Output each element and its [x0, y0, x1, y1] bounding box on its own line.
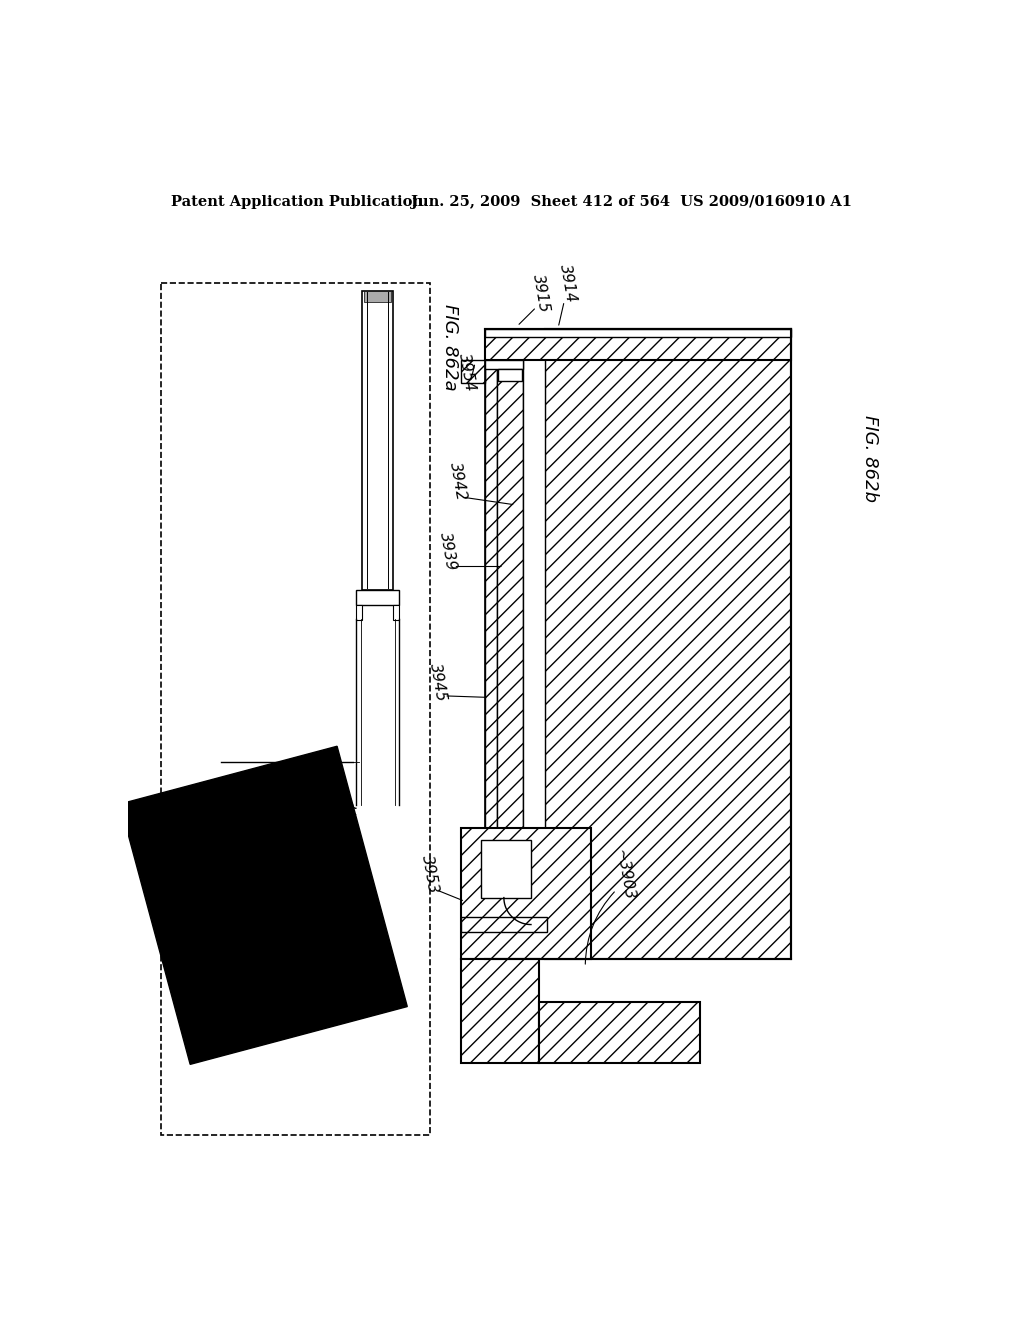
Bar — [480, 840, 531, 898]
Bar — [365, 290, 391, 302]
Bar — [356, 605, 362, 620]
Bar — [497, 330, 523, 829]
Bar — [539, 1002, 700, 1063]
Text: Patent Application Publication: Patent Application Publication — [171, 195, 423, 210]
Bar — [207, 792, 221, 799]
Polygon shape — [120, 746, 408, 1064]
Text: 3914: 3914 — [557, 263, 579, 304]
Text: 3953: 3953 — [420, 854, 441, 895]
Text: FIG. 862b: FIG. 862b — [861, 416, 880, 502]
Text: 3945: 3945 — [427, 661, 449, 702]
Bar — [356, 590, 399, 605]
Bar — [461, 917, 547, 932]
Text: Jun. 25, 2009  Sheet 412 of 564  US 2009/0160910 A1: Jun. 25, 2009 Sheet 412 of 564 US 2009/0… — [411, 195, 852, 210]
Bar — [461, 960, 539, 1063]
Text: 3942: 3942 — [446, 461, 468, 503]
Text: FIG. 862a: FIG. 862a — [440, 304, 459, 391]
Text: 3954: 3954 — [456, 352, 477, 393]
Bar — [362, 290, 393, 590]
Text: 3956: 3956 — [243, 774, 285, 791]
Text: ~3903: ~3903 — [612, 847, 636, 902]
Bar — [161, 284, 430, 1135]
Bar — [484, 330, 791, 360]
Text: 3939: 3939 — [436, 531, 458, 572]
Bar — [499, 370, 521, 381]
Bar — [393, 605, 399, 620]
Bar — [461, 360, 484, 383]
Bar — [207, 781, 221, 789]
Bar — [523, 330, 545, 829]
Bar — [484, 360, 523, 370]
Text: 3915: 3915 — [530, 273, 552, 314]
Bar — [545, 330, 791, 960]
Bar — [461, 829, 592, 960]
Bar — [207, 800, 221, 808]
Bar — [484, 330, 791, 337]
Bar — [484, 330, 497, 829]
